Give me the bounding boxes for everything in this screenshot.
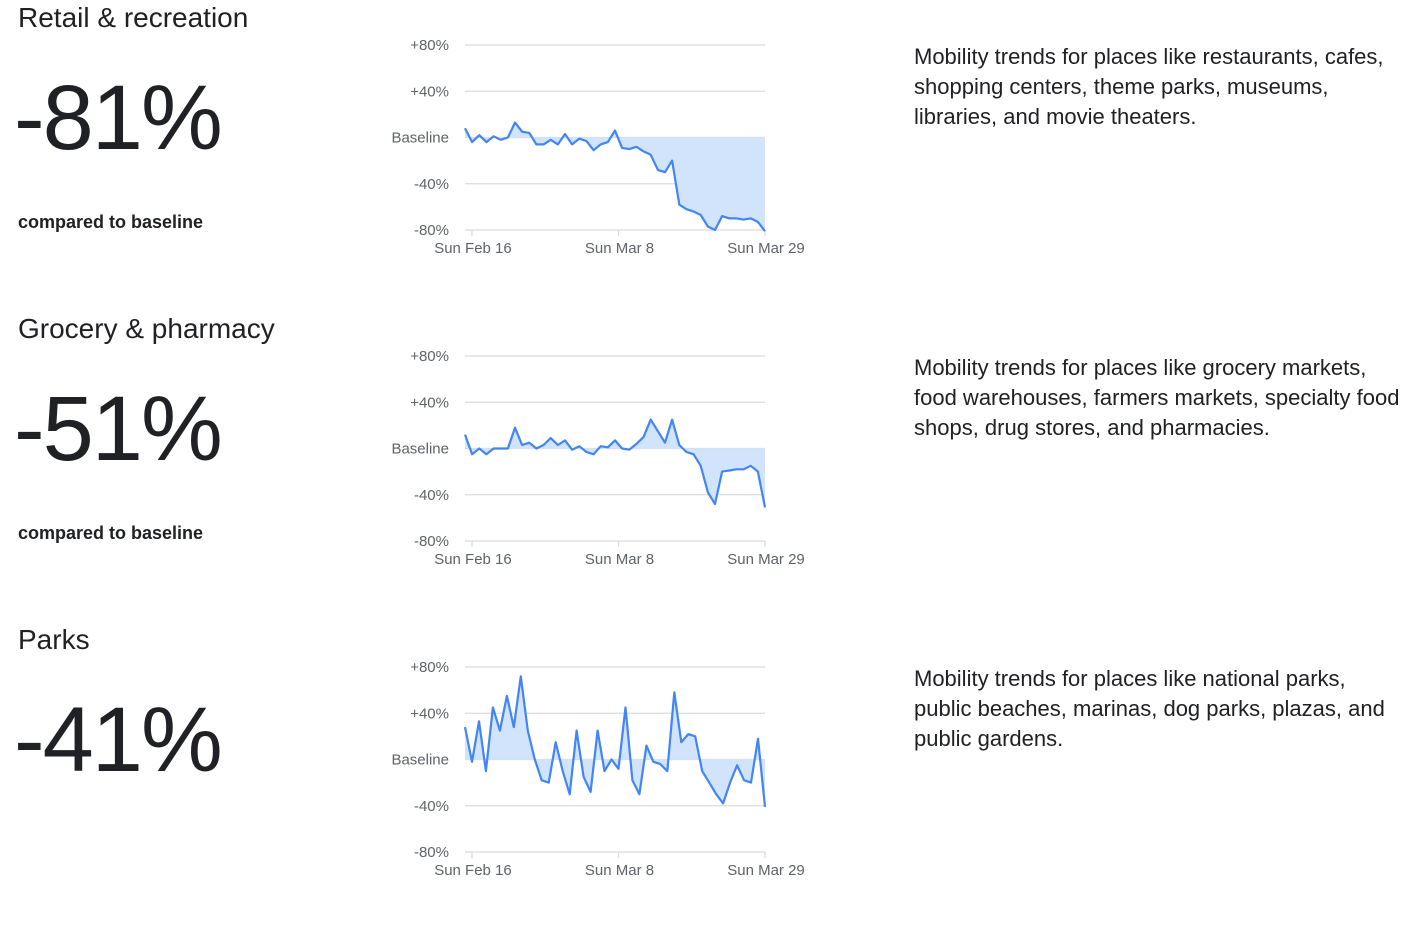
category-section: Parks -41% +80% +40% Baseline -40% -80% Sun F… bbox=[0, 622, 1408, 933]
y-tick-label: -40% bbox=[414, 487, 449, 504]
category-title: Retail & recreation bbox=[18, 2, 249, 33]
category-section: Grocery & pharmacy -51% compared to base… bbox=[0, 311, 1408, 622]
category-title: Grocery & pharmacy bbox=[18, 313, 275, 344]
trend-chart: +80% +40% Baseline -40% -80%Sun Feb 16 Sun Ma… bbox=[391, 348, 805, 568]
y-tick-label: -80% bbox=[414, 222, 449, 239]
y-tick-label: +80% bbox=[410, 348, 449, 365]
series-line bbox=[464, 121, 766, 232]
y-tick-label: -80% bbox=[414, 533, 449, 550]
trend-chart: +80% +40% Baseline -40% -80%Sun Feb 16 Sun Ma… bbox=[391, 37, 805, 257]
y-tick-label: +40% bbox=[410, 83, 449, 100]
x-tick-label: Sun Feb 16 bbox=[434, 240, 512, 257]
x-tick-label: Sun Mar 29 bbox=[727, 551, 805, 568]
category-description: Mobility trends for places like restaura… bbox=[914, 44, 1384, 129]
y-tick-label: Baseline bbox=[391, 752, 449, 769]
y-tick-label: Baseline bbox=[391, 441, 449, 458]
x-tick-label: Sun Mar 29 bbox=[727, 862, 805, 879]
x-tick-label: Sun Mar 29 bbox=[727, 240, 805, 257]
x-tick-label: Sun Mar 8 bbox=[585, 551, 654, 568]
compared-label: compared to baseline bbox=[18, 523, 204, 543]
series-area bbox=[465, 419, 765, 508]
x-tick-label: Sun Mar 8 bbox=[585, 862, 654, 879]
trend-chart: +80% +40% Baseline -40% -80%Sun Feb 16 Sun Ma… bbox=[391, 659, 804, 879]
category-section: Retail & recreation -81% compared to bas… bbox=[0, 0, 1408, 311]
series-area bbox=[465, 122, 765, 232]
y-tick-label: +80% bbox=[410, 37, 449, 54]
y-tick-label: Baseline bbox=[391, 130, 449, 147]
compared-label: compared to baseline bbox=[18, 212, 204, 232]
x-tick-label: Sun Feb 16 bbox=[434, 551, 512, 568]
y-tick-label: +40% bbox=[410, 705, 449, 722]
x-tick-label: Sun Mar 8 bbox=[585, 240, 654, 257]
category-description: Mobility trends for places like grocery … bbox=[914, 355, 1400, 440]
x-tick-label: Sun Feb 16 bbox=[434, 862, 512, 879]
y-tick-label: -80% bbox=[414, 844, 449, 861]
change-value: -51% bbox=[14, 378, 223, 480]
change-value: -81% bbox=[14, 67, 223, 169]
y-tick-label: -40% bbox=[414, 176, 449, 193]
series-area bbox=[465, 676, 765, 807]
category-description: Mobility trends for places like national… bbox=[914, 666, 1385, 751]
y-tick-label: +40% bbox=[410, 394, 449, 411]
category-title: Parks bbox=[18, 624, 90, 655]
y-tick-label: -40% bbox=[414, 798, 449, 815]
series-line bbox=[463, 418, 767, 508]
y-tick-label: +80% bbox=[410, 659, 449, 676]
change-value: -41% bbox=[14, 689, 223, 791]
